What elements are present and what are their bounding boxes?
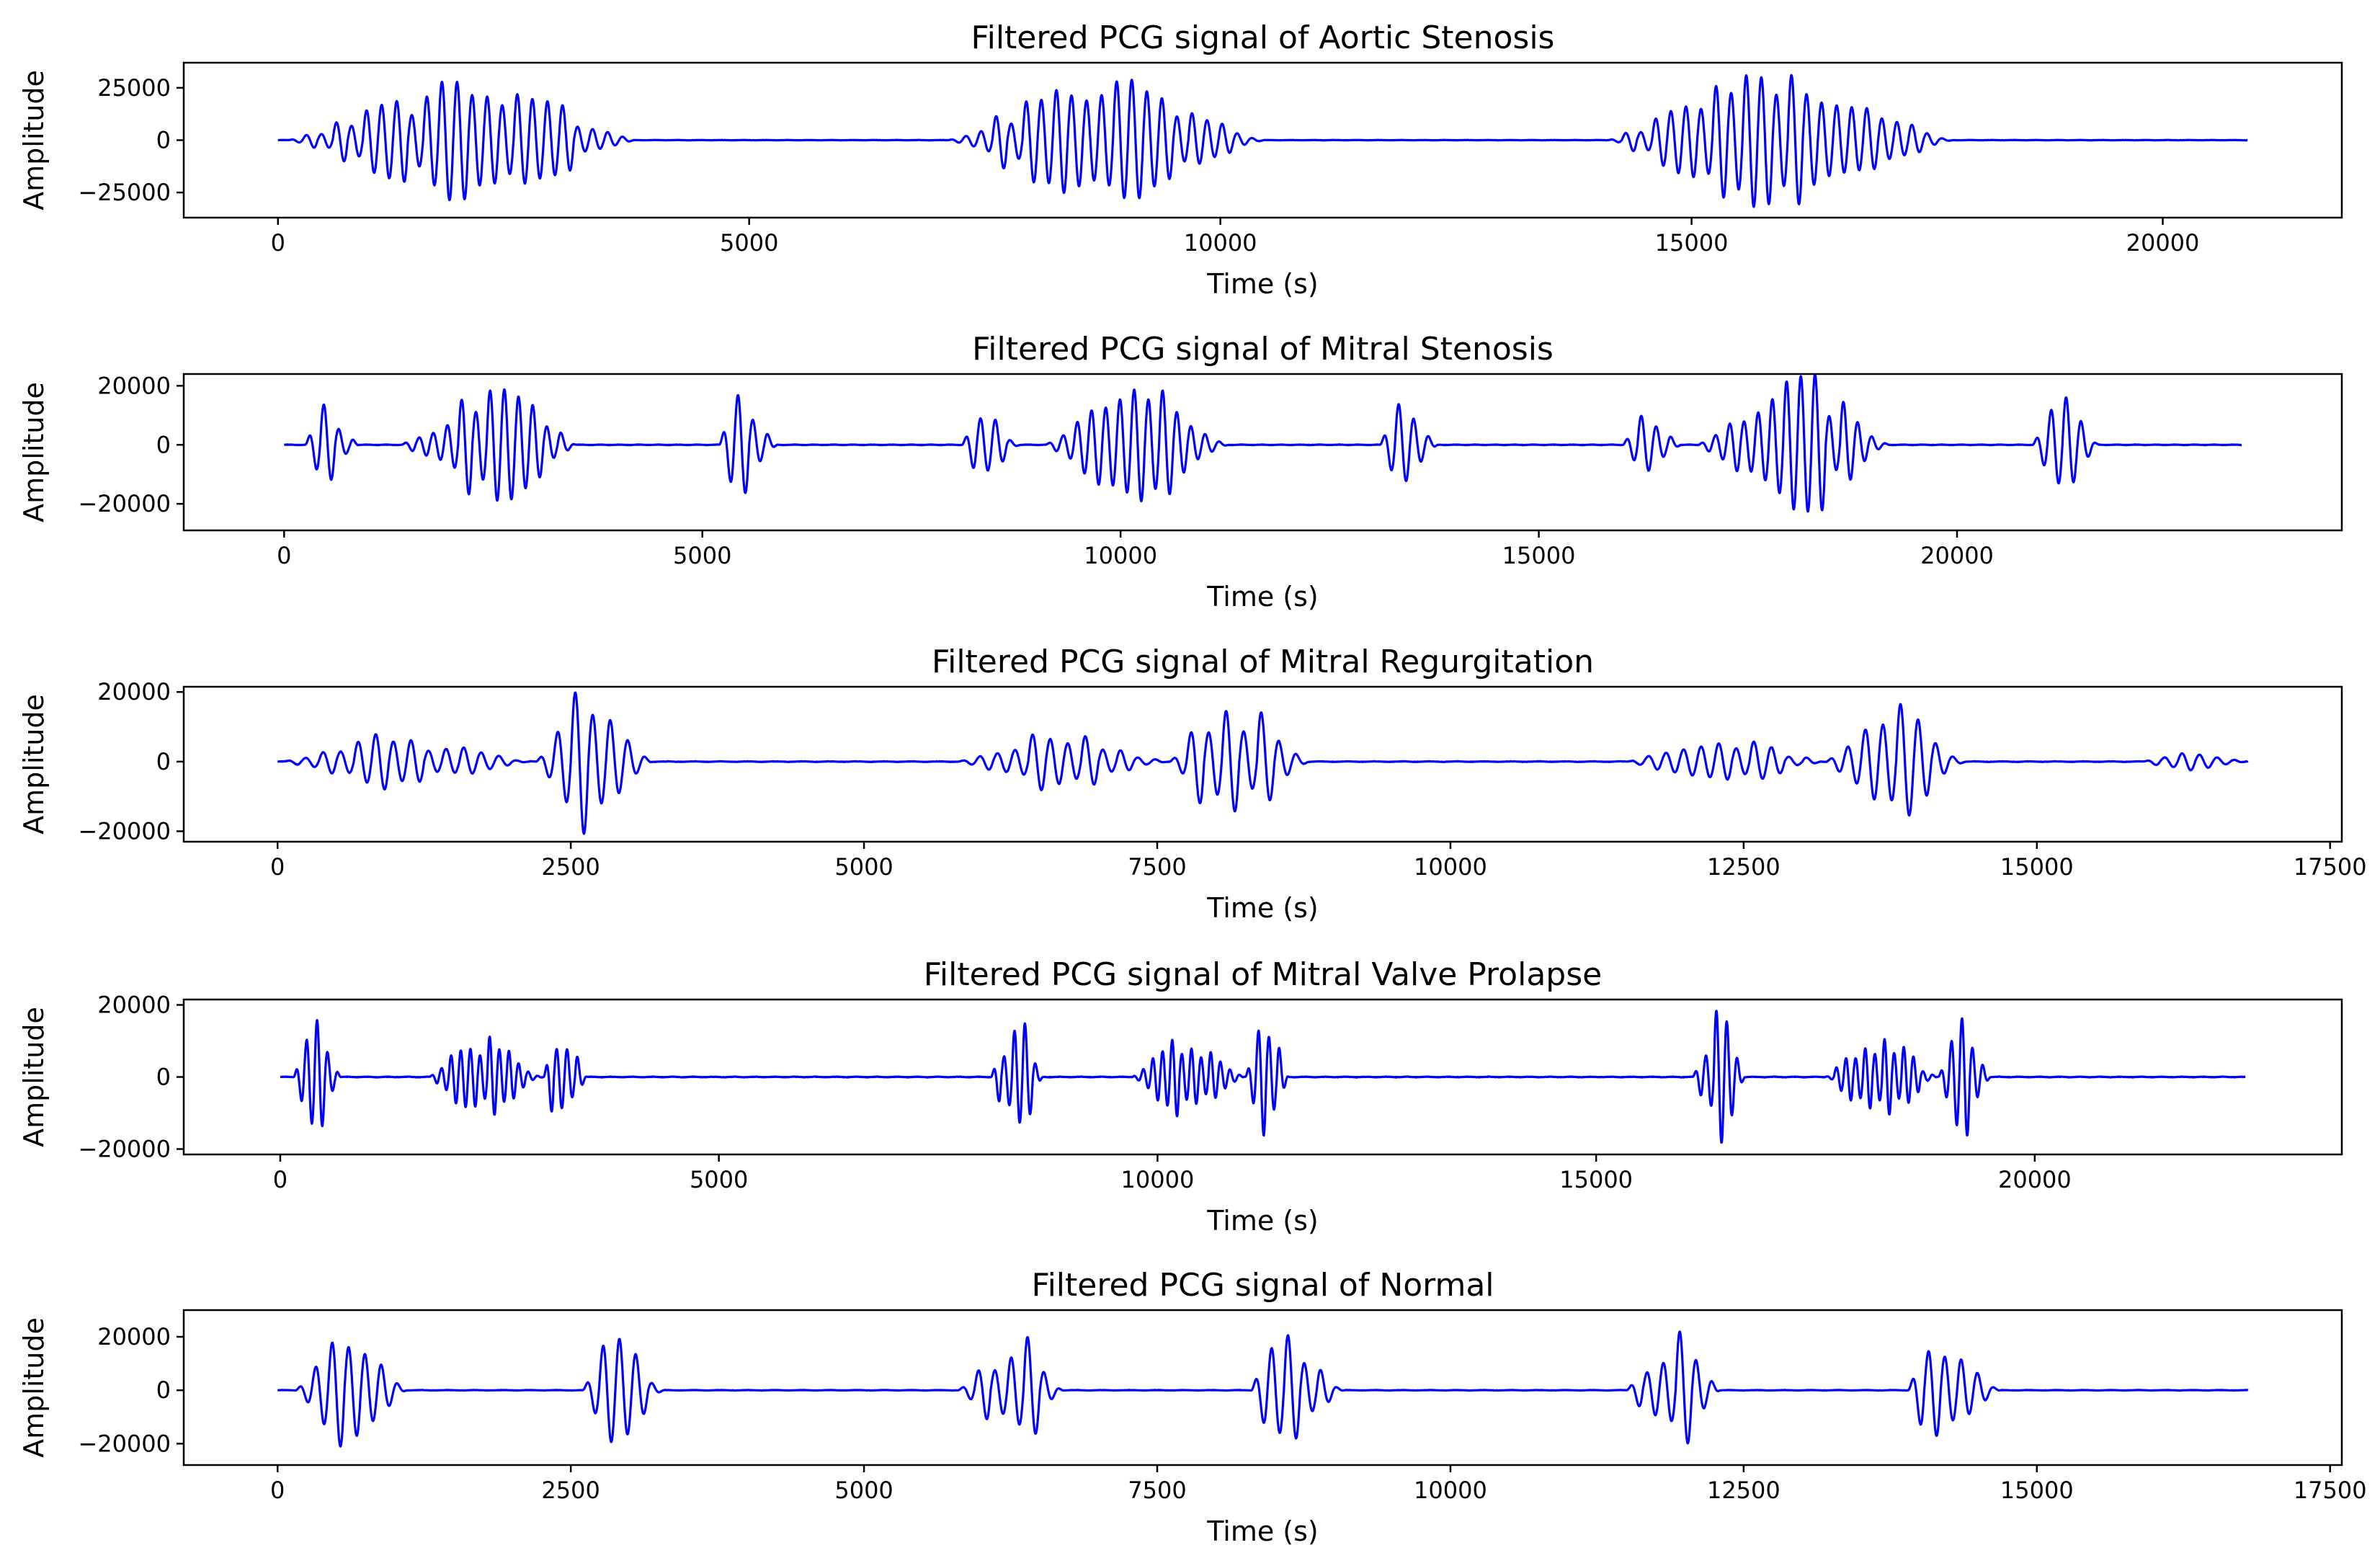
y-axis-label: Amplitude: [18, 1317, 50, 1458]
plot-frame: [182, 1309, 2343, 1466]
y-tick-label: 20000: [97, 678, 171, 705]
panel-1: 0 5000 10000 15000 20000 −25000 0 25000 Filtered…: [18, 19, 2343, 300]
y-tick-label: 0: [156, 431, 171, 458]
signal-trace: [277, 1330, 2249, 1448]
x-tick-label: 12500: [1707, 853, 1780, 881]
x-tick-label: 15000: [2000, 1477, 2074, 1504]
panel-4: 0 5000 10000 15000 20000 −20000 0 20000 Filtered…: [18, 956, 2343, 1237]
y-tick-label: −20000: [78, 1430, 171, 1457]
signal-trace: [277, 74, 2249, 208]
plot-frame: [182, 685, 2343, 843]
y-axis-label: Amplitude: [18, 382, 50, 522]
x-tick-label: 15000: [1502, 542, 1576, 569]
y-tick-label: 20000: [97, 1323, 171, 1350]
x-tick-label: 0: [277, 542, 291, 569]
panel-title: Filtered PCG signal of Mitral Valve Prol…: [924, 956, 1602, 993]
y-tick-label: 20000: [97, 992, 171, 1019]
y-axis-label: Amplitude: [18, 694, 50, 834]
panel-title: Filtered PCG signal of Aortic Stenosis: [971, 19, 1555, 56]
x-tick-label: 20000: [1998, 1166, 2072, 1193]
x-tick-label: 5000: [834, 853, 893, 881]
panel-2: 0 5000 10000 15000 20000 −20000 0 20000 Filtered…: [18, 331, 2343, 613]
panel-3: 0 2500 5000 7500 10000 12500 15000 17500 −20000 0…: [18, 644, 2367, 924]
x-tick-label: 5000: [834, 1477, 893, 1504]
y-tick-label: 20000: [97, 372, 171, 399]
x-tick-label: 15000: [1655, 229, 1729, 257]
panel-title: Filtered PCG signal of Mitral Stenosis: [972, 331, 1554, 368]
x-tick-label: 20000: [1920, 542, 1994, 569]
x-tick-label: 15000: [2000, 853, 2074, 881]
x-tick-label: 5000: [690, 1166, 748, 1193]
x-tick-label: 0: [270, 1477, 285, 1504]
y-tick-label: 0: [156, 748, 171, 775]
x-tick-label: 0: [270, 853, 285, 881]
x-tick-label: 2500: [541, 1477, 600, 1504]
x-tick-label: 12500: [1707, 1477, 1780, 1504]
plot-frame: [182, 373, 2343, 532]
signal-trace: [277, 691, 2249, 835]
y-axis-label: Amplitude: [18, 1007, 50, 1147]
x-tick-label: 20000: [2126, 229, 2200, 257]
y-tick-label: −20000: [78, 818, 171, 845]
y-tick-label: −25000: [78, 179, 171, 206]
x-axis-label: Time (s): [1206, 1205, 1319, 1237]
x-tick-label: 15000: [1559, 1166, 1633, 1193]
x-tick-label: 5000: [673, 542, 731, 569]
x-tick-label: 10000: [1414, 853, 1487, 881]
x-tick-label: 10000: [1184, 229, 1257, 257]
panel-5: 0 2500 5000 7500 10000 12500 15000 17500 −20000 0…: [18, 1267, 2367, 1547]
x-tick-label: 10000: [1121, 1166, 1195, 1193]
x-tick-label: 7500: [1128, 853, 1186, 881]
x-tick-label: 0: [271, 229, 285, 257]
signal-trace: [283, 374, 2242, 513]
x-tick-label: 10000: [1084, 542, 1157, 569]
y-tick-label: 0: [156, 127, 171, 154]
y-tick-label: −20000: [78, 1136, 171, 1163]
panel-title: Filtered PCG signal of Mitral Regurgitat…: [932, 644, 1594, 680]
x-axis-label: Time (s): [1206, 581, 1319, 613]
x-tick-label: 0: [273, 1166, 288, 1193]
y-tick-label: 0: [156, 1064, 171, 1091]
y-tick-label: 25000: [97, 74, 171, 102]
x-tick-label: 5000: [720, 229, 778, 257]
x-axis-label: Time (s): [1206, 268, 1319, 300]
x-tick-label: 2500: [541, 853, 600, 881]
y-axis-label: Amplitude: [18, 70, 50, 210]
signal-trace: [279, 1010, 2247, 1144]
x-axis-label: Time (s): [1206, 892, 1319, 924]
x-axis-label: Time (s): [1206, 1515, 1319, 1547]
x-tick-label: 17500: [2294, 1477, 2367, 1504]
x-tick-label: 10000: [1414, 1477, 1487, 1504]
x-tick-label: 17500: [2294, 853, 2367, 881]
y-tick-label: 0: [156, 1376, 171, 1404]
panel-title: Filtered PCG signal of Normal: [1031, 1267, 1494, 1304]
y-tick-label: −20000: [78, 490, 171, 517]
x-tick-label: 7500: [1128, 1477, 1186, 1504]
